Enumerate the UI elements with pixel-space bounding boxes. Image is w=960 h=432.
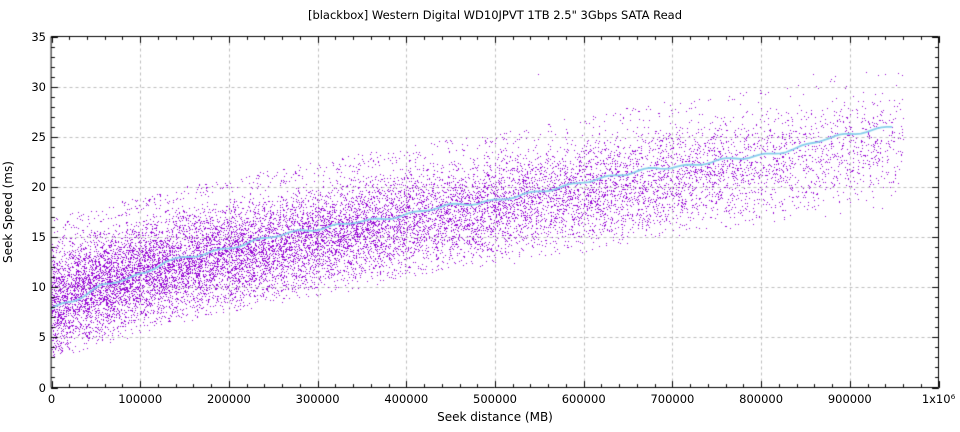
x-tick-label: 700000 (650, 392, 695, 406)
x-tick-label: 1x10⁶ (921, 392, 956, 406)
x-tick-label: 200000 (206, 392, 251, 406)
x-tick-label: 600000 (561, 392, 606, 406)
y-tick-label: 20 (31, 179, 46, 194)
y-tick-label: 25 (31, 129, 46, 144)
y-tick-label: 0 (38, 380, 46, 395)
y-tick-label: 30 (31, 79, 46, 94)
y-tick-label: 35 (31, 29, 46, 44)
x-tick-label: 100000 (118, 392, 163, 406)
y-tick-label: 15 (31, 230, 46, 245)
y-tick-label: 10 (31, 280, 46, 295)
y-tick-label: 5 (38, 330, 46, 345)
y-axis-label: Seek Speed (ms) (1, 161, 15, 263)
x-tick-label: 0 (47, 392, 56, 406)
x-axis-label: Seek distance (MB) (437, 410, 553, 424)
x-tick-label: 400000 (384, 392, 429, 406)
x-tick-label: 900000 (827, 392, 872, 406)
x-tick-label: 800000 (739, 392, 784, 406)
x-tick-label: 500000 (473, 392, 517, 406)
chart-title: [blackbox] Western Digital WD10JPVT 1TB … (307, 8, 683, 22)
x-tick-label: 300000 (295, 392, 340, 406)
